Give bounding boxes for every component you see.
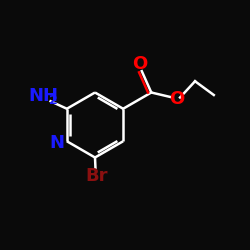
Text: NH: NH bbox=[28, 87, 58, 105]
Text: O: O bbox=[169, 90, 184, 108]
Text: O: O bbox=[132, 55, 148, 73]
Text: 2: 2 bbox=[49, 94, 58, 106]
Text: Br: Br bbox=[85, 167, 108, 185]
Text: N: N bbox=[50, 134, 65, 152]
